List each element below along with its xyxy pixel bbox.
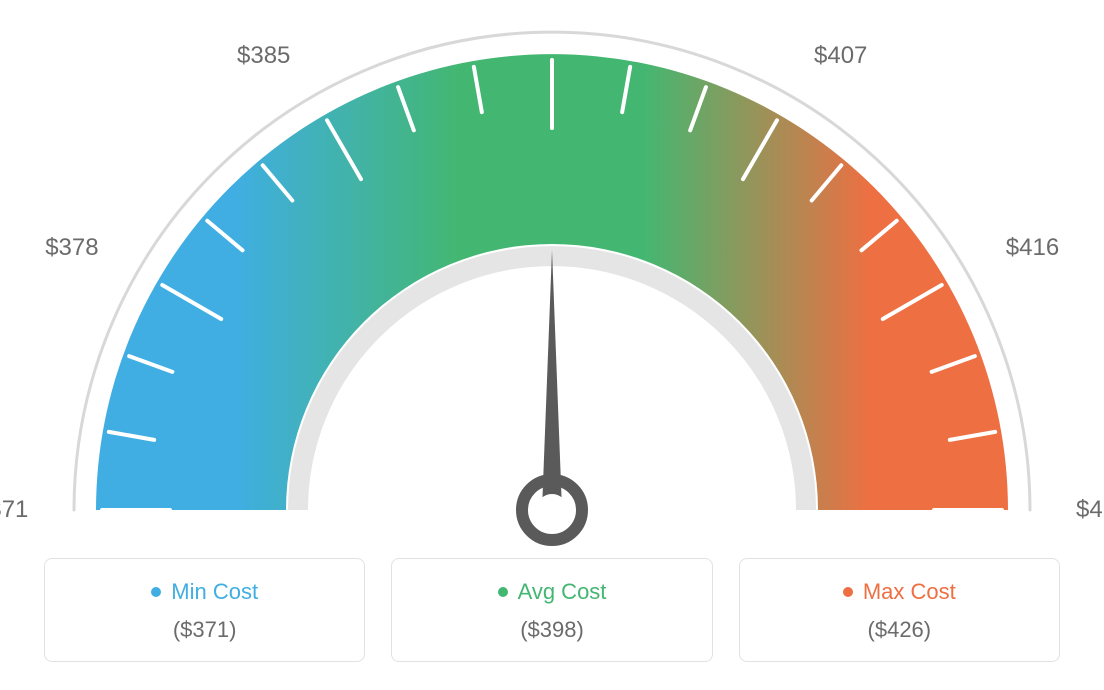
legend-card-avg: Avg Cost ($398) xyxy=(391,558,712,662)
gauge-tick-label: $407 xyxy=(814,42,867,70)
gauge-chart xyxy=(0,0,1104,560)
gauge-tick-label: $385 xyxy=(237,42,290,70)
gauge-tick-label: $378 xyxy=(45,234,98,262)
legend-dot-min xyxy=(151,587,161,597)
legend-row: Min Cost ($371) Avg Cost ($398) Max Cost… xyxy=(44,558,1060,662)
gauge-svg xyxy=(0,0,1104,560)
legend-value-avg: ($398) xyxy=(402,617,701,643)
legend-title-avg: Avg Cost xyxy=(498,579,607,605)
legend-dot-max xyxy=(843,587,853,597)
legend-dot-avg xyxy=(498,587,508,597)
gauge-tick-label: $371 xyxy=(0,496,28,524)
gauge-tick-label: $416 xyxy=(1006,234,1059,262)
legend-value-max: ($426) xyxy=(750,617,1049,643)
legend-label-min: Min Cost xyxy=(171,579,258,605)
legend-label-max: Max Cost xyxy=(863,579,956,605)
legend-card-max: Max Cost ($426) xyxy=(739,558,1060,662)
legend-title-min: Min Cost xyxy=(151,579,258,605)
legend-card-min: Min Cost ($371) xyxy=(44,558,365,662)
legend-title-max: Max Cost xyxy=(843,579,956,605)
legend-label-avg: Avg Cost xyxy=(518,579,607,605)
legend-value-min: ($371) xyxy=(55,617,354,643)
gauge-tick-label: $426 xyxy=(1076,496,1104,524)
